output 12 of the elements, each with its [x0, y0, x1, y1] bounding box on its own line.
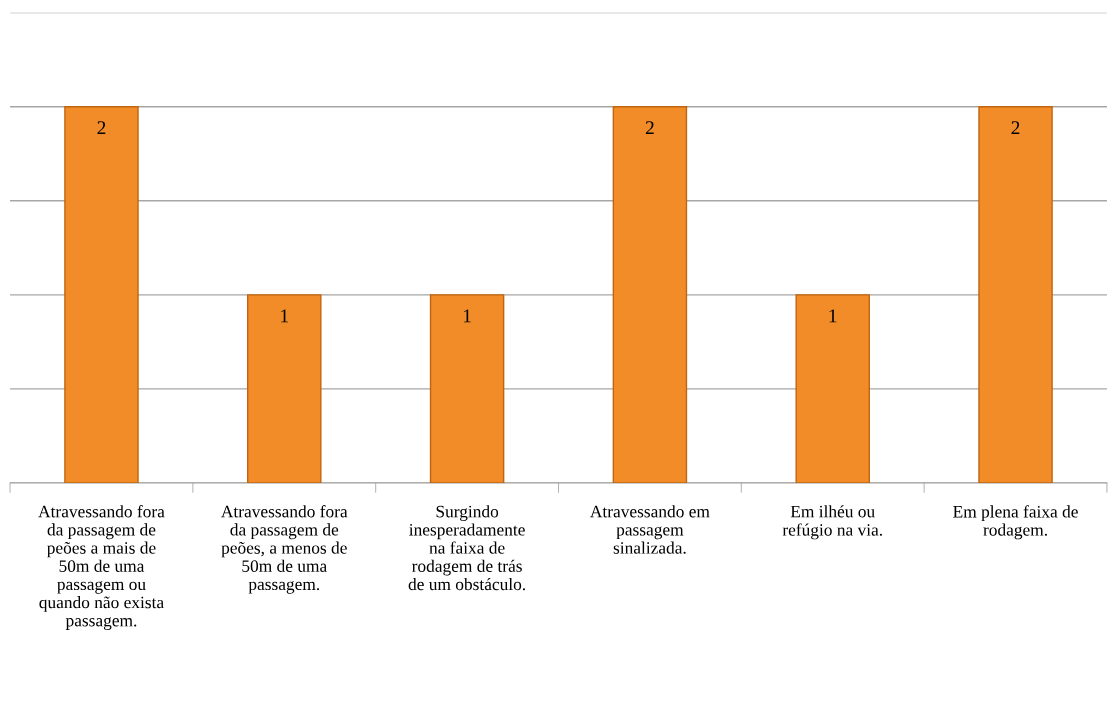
- x-tick-label: Atravessando fora da passagem de peões a mais de 50m de uma passagem ou quando não exista passagem.: [38, 505, 165, 631]
- x-tick-label: Em plena faixa de rodagem.: [953, 505, 1078, 540]
- data-label: 2: [645, 121, 654, 135]
- data-label: 2: [97, 121, 106, 135]
- x-tick-label: Em ilhéu ou refúgio na via.: [782, 505, 882, 540]
- x-tick-label: Atravessando em passagem sinalizada.: [590, 505, 710, 554]
- x-tick-label: Atravessando fora da passagem de peões, a menos de 50m de uma passagem.: [221, 505, 348, 594]
- data-label: 1: [281, 309, 288, 323]
- x-tick-label: Surgindo inesperadamente na faixa de rodagem de trás de um obstáculo.: [408, 505, 526, 591]
- data-label: 2: [1011, 121, 1020, 135]
- data-label: 1: [463, 309, 471, 323]
- data-label: 1: [829, 309, 837, 323]
